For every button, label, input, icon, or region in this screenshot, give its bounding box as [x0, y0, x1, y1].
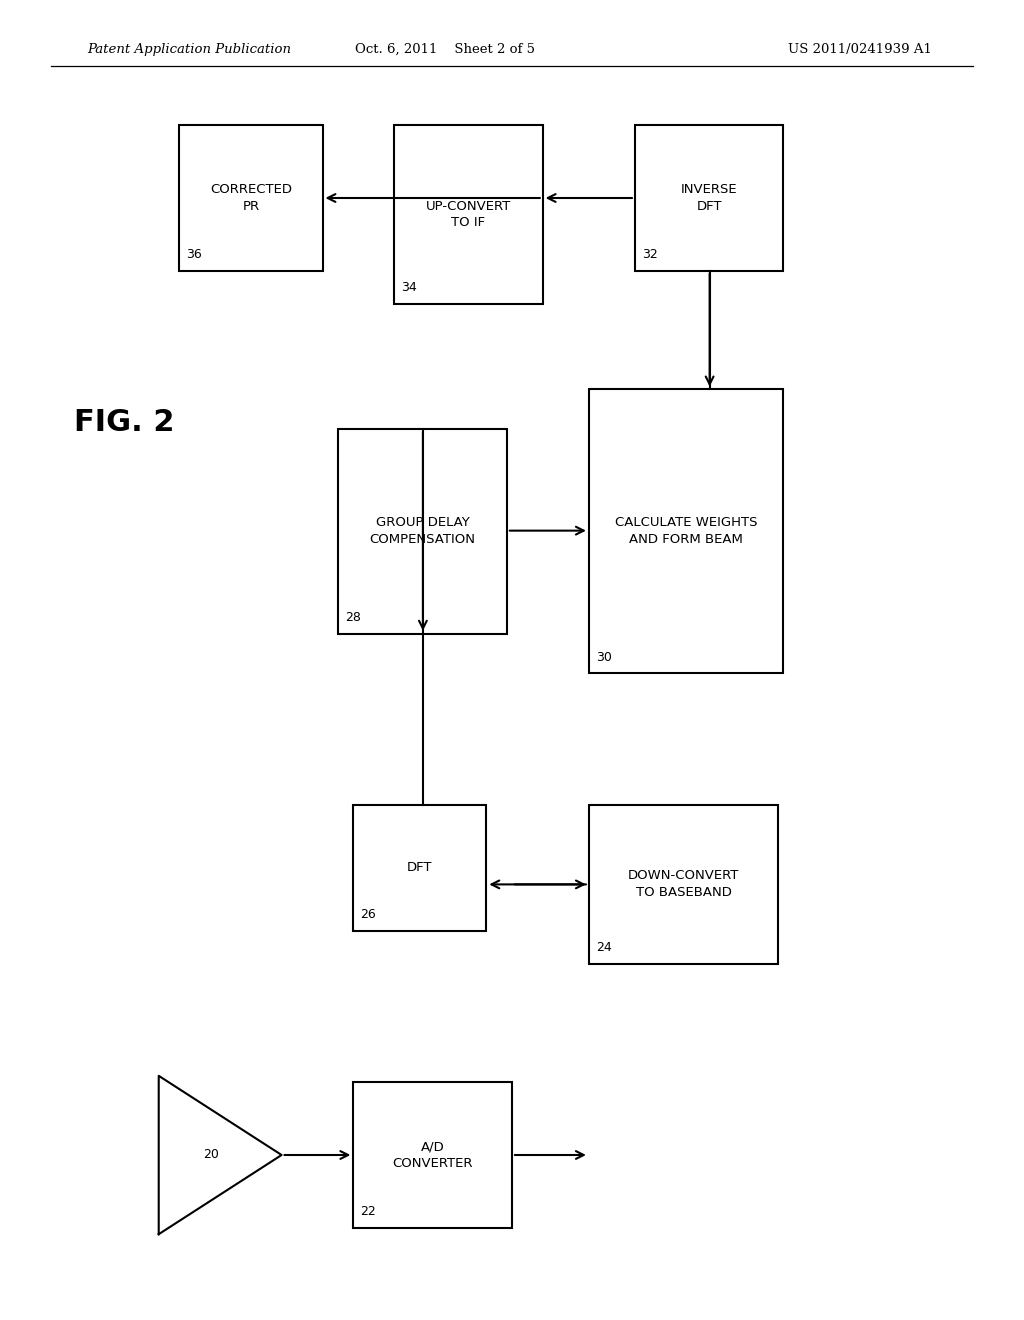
Bar	[353, 805, 486, 931]
Text: CALCULATE WEIGHTS
AND FORM BEAM: CALCULATE WEIGHTS AND FORM BEAM	[614, 516, 758, 546]
Text: INVERSE
DFT: INVERSE DFT	[681, 183, 737, 213]
Text: DOWN-CONVERT
TO BASEBAND: DOWN-CONVERT TO BASEBAND	[628, 870, 739, 899]
Text: FIG. 2: FIG. 2	[74, 408, 174, 437]
Text: 30: 30	[596, 651, 612, 664]
Text: A/D
CONVERTER: A/D CONVERTER	[392, 1140, 473, 1170]
Text: Oct. 6, 2011    Sheet 2 of 5: Oct. 6, 2011 Sheet 2 of 5	[355, 44, 536, 55]
Text: 28: 28	[345, 611, 361, 624]
Text: 32: 32	[642, 248, 657, 261]
Text: 36: 36	[186, 248, 202, 261]
Text: Patent Application Publication: Patent Application Publication	[87, 44, 291, 55]
Bar	[179, 125, 323, 271]
Bar	[338, 429, 507, 634]
Text: US 2011/0241939 A1: US 2011/0241939 A1	[788, 44, 932, 55]
Text: GROUP DELAY
COMPENSATION: GROUP DELAY COMPENSATION	[370, 516, 475, 546]
Text: DFT: DFT	[408, 862, 432, 874]
Text: UP-CONVERT
TO IF: UP-CONVERT TO IF	[426, 199, 511, 230]
Bar	[589, 389, 783, 673]
Text: 26: 26	[360, 908, 376, 921]
Text: 24: 24	[596, 941, 611, 954]
Text: 22: 22	[360, 1205, 376, 1218]
Text: CORRECTED
PR: CORRECTED PR	[210, 183, 292, 213]
Bar	[589, 805, 778, 964]
Bar	[635, 125, 783, 271]
Text: 34: 34	[401, 281, 417, 294]
Text: 20: 20	[203, 1148, 219, 1162]
Bar	[394, 125, 543, 304]
Bar	[353, 1082, 512, 1228]
